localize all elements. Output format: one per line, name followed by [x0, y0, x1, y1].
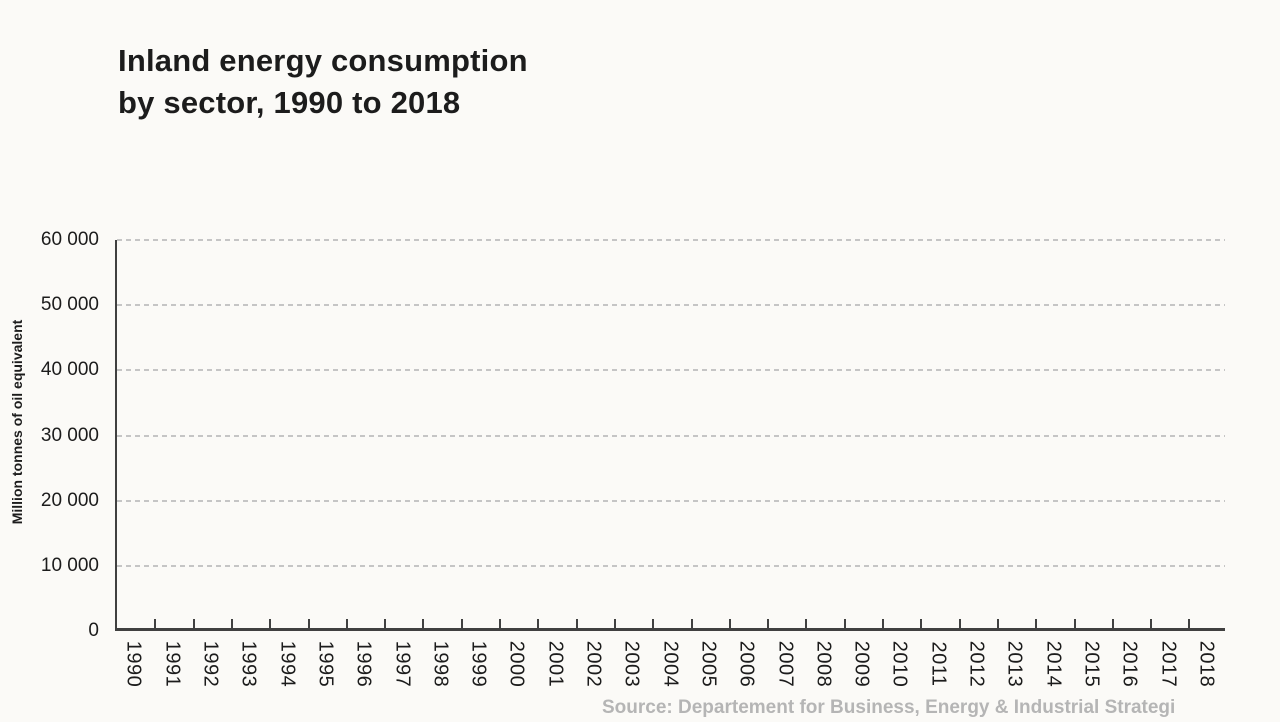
- x-tick-label-1993: 1993: [237, 640, 260, 688]
- x-tick-label-2014: 2014: [1042, 640, 1065, 688]
- gridline-40000: [117, 369, 1225, 372]
- x-tick-label-2006: 2006: [735, 640, 758, 688]
- x-tick-label-1997: 1997: [391, 640, 413, 688]
- x-tick-2000: [499, 619, 501, 628]
- gridline-50000: [117, 304, 1225, 307]
- x-tick-2006: [728, 619, 731, 628]
- x-tick-1994: [269, 619, 272, 628]
- x-tick-label-2016: 2016: [1118, 640, 1141, 688]
- x-tick-label-2017: 2017: [1157, 640, 1179, 688]
- x-tick-2012: [958, 619, 961, 628]
- x-tick-label-2008: 2008: [812, 640, 835, 688]
- x-tick-label-1994: 1994: [276, 640, 299, 688]
- x-tick-1992: [192, 619, 195, 628]
- x-tick-1997: [384, 619, 387, 628]
- x-tick-label-2003: 2003: [620, 640, 643, 688]
- x-tick-label-2007: 2007: [774, 640, 796, 688]
- x-tick-label-1999: 1999: [467, 640, 490, 688]
- x-tick-label-2018: 2018: [1195, 640, 1218, 688]
- x-tick-2008: [805, 619, 808, 628]
- x-tick-label-1992: 1992: [199, 640, 222, 688]
- x-tick-label-2005: 2005: [697, 640, 720, 688]
- x-tick-label-2009: 2009: [850, 640, 873, 688]
- x-tick-2016: [1111, 619, 1114, 628]
- x-tick-2011: [920, 619, 923, 628]
- x-tick-label-2013: 2013: [1003, 640, 1026, 688]
- gridline-10000: [117, 564, 1225, 567]
- gridline-30000: [117, 434, 1225, 437]
- source-credit: Source: Departement for Business, Energy…: [602, 697, 1176, 718]
- x-tick-2018: [1188, 619, 1191, 628]
- x-tick-label-2015: 2015: [1080, 640, 1103, 688]
- y-tick-label-20000: 20 000: [40, 489, 99, 511]
- x-tick-label-2000: 2000: [505, 640, 528, 688]
- x-tick-label-2001: 2001: [544, 640, 567, 688]
- x-tick-2017: [1150, 619, 1153, 628]
- x-tick-1993: [230, 619, 233, 628]
- chart-title-line2: by sector, 1990 to 2018: [118, 85, 461, 120]
- x-tick-2015: [1073, 619, 1076, 628]
- x-tick-1995: [307, 619, 310, 628]
- x-tick-2007: [767, 619, 770, 628]
- x-tick-label-1991: 1991: [161, 640, 184, 688]
- gridline-60000: [117, 239, 1225, 241]
- x-tick-label-2011: 2011: [927, 641, 950, 687]
- x-tick-label-1990: 1990: [122, 640, 145, 688]
- x-tick-1998: [422, 619, 425, 628]
- x-tick-2002: [575, 619, 578, 628]
- y-tick-label-40000: 40 000: [40, 359, 99, 381]
- x-tick-label-2010: 2010: [888, 640, 911, 688]
- x-axis-tick-labels: 1990 1991 1992 1993 1994 1995 1996 1997 1998 1999…: [115, 631, 1225, 701]
- x-tick-label-1998: 1998: [429, 640, 452, 688]
- x-tick-label-1995: 1995: [314, 640, 337, 688]
- x-tick-2004: [652, 619, 655, 628]
- chart-title-line1: Inland energy consumption: [118, 43, 528, 78]
- x-tick-label-2004: 2004: [659, 640, 682, 688]
- x-tick-2003: [613, 619, 616, 628]
- x-tick-1999: [460, 619, 463, 628]
- x-tick-2013: [996, 619, 999, 628]
- chart-title: Inland energy consumption by sector, 199…: [118, 40, 528, 124]
- x-tick-label-1996: 1996: [352, 640, 375, 688]
- y-tick-label-10000: 10 000: [40, 554, 99, 576]
- y-tick-label-60000: 60 000: [40, 229, 99, 250]
- x-tick-2005: [690, 619, 693, 628]
- x-tick-1996: [345, 619, 348, 628]
- x-tick-2014: [1035, 619, 1038, 628]
- x-tick-label-2012: 2012: [965, 640, 988, 688]
- x-tick-2001: [537, 619, 540, 628]
- x-tick-2009: [843, 619, 846, 628]
- y-axis-tick-labels: 0 10 000 20 000 30 000 40 000 50 000 60 000: [0, 229, 99, 641]
- gridline-20000: [117, 499, 1225, 502]
- y-tick-label-0: 0: [88, 620, 99, 641]
- y-tick-label-50000: 50 000: [40, 294, 99, 316]
- plot-area: [115, 239, 1225, 631]
- y-tick-label-30000: 30 000: [40, 424, 99, 446]
- x-tick-2010: [882, 619, 884, 628]
- x-tick-1991: [154, 619, 157, 628]
- x-tick-label-2002: 2002: [582, 640, 605, 688]
